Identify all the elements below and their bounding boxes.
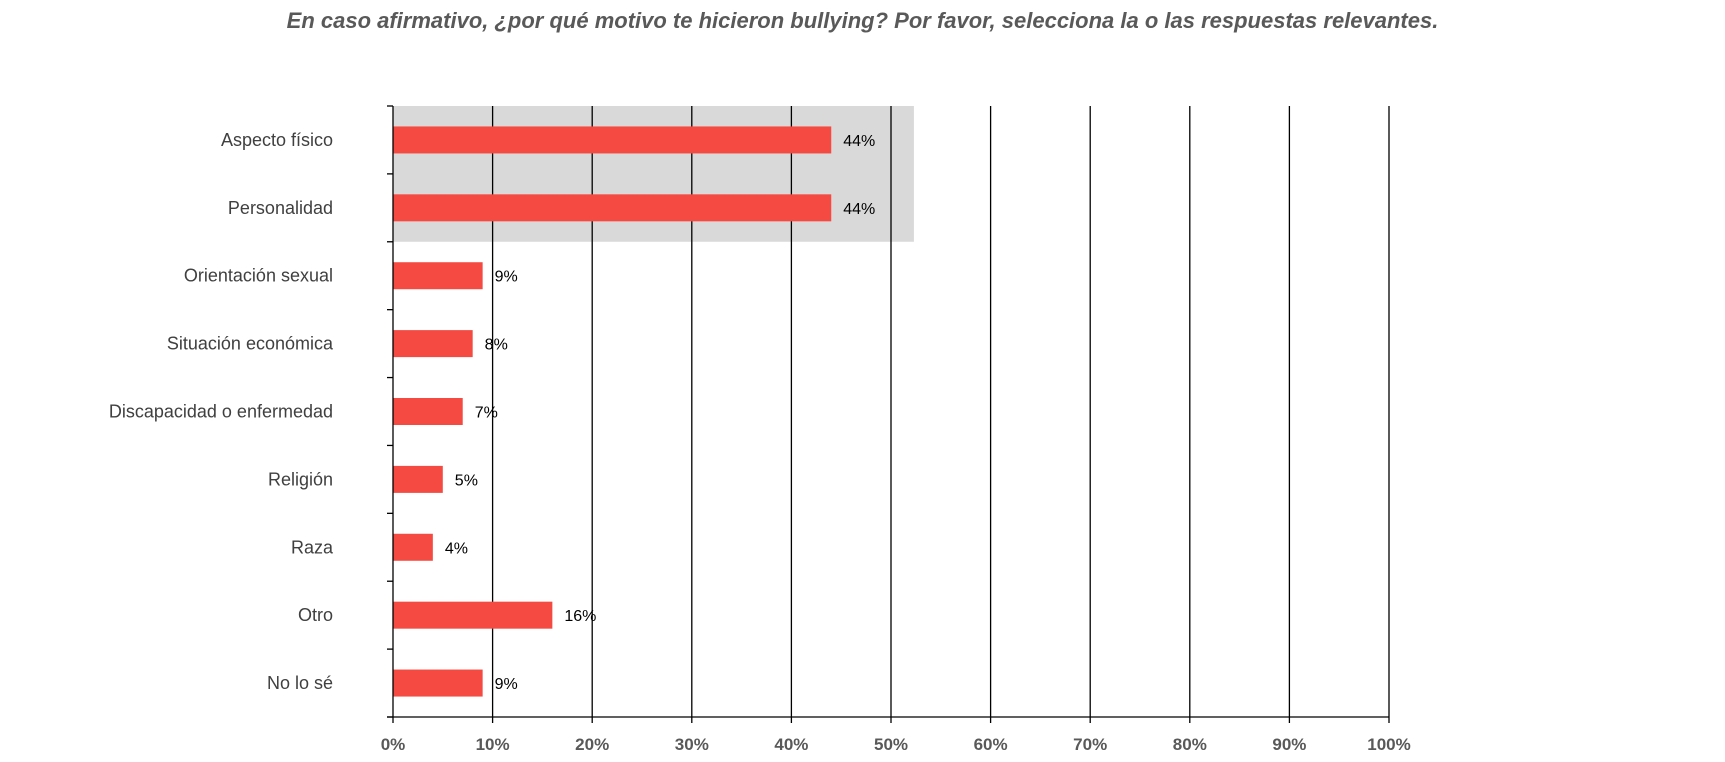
bar-orientacion-sexual (393, 262, 483, 290)
highlight-band-layer (393, 106, 914, 242)
bar-situacion-economica (393, 330, 473, 358)
bar-otro (393, 601, 553, 629)
category-label-raza: Raza (291, 537, 334, 557)
x-tick-label-50: 50% (874, 735, 908, 754)
axes (387, 105, 1390, 723)
x-tick-label-20: 20% (575, 735, 609, 754)
data-label-situacion-economica: 8% (485, 337, 508, 354)
data-label-otro: 16% (564, 608, 596, 625)
data-label-discapacidad-o-enfermedad: 7% (475, 405, 498, 422)
bar-discapacidad-o-enfermedad (393, 398, 463, 425)
x-tick-label-60: 60% (974, 735, 1008, 754)
highlight-band (393, 106, 914, 242)
x-tick-label-0: 0% (381, 735, 406, 754)
x-tick-label-10: 10% (476, 735, 510, 754)
data-label-religion: 5% (455, 472, 478, 489)
bar-religion (393, 465, 443, 493)
category-label-otro: Otro (298, 605, 333, 625)
x-tick-label-90: 90% (1272, 735, 1306, 754)
category-labels: Aspecto físico Personalidad Orientación se… (109, 130, 334, 693)
x-tick-label-40: 40% (774, 735, 808, 754)
bar-no-lo-se (393, 669, 483, 697)
x-tick-label-100: 100% (1367, 735, 1410, 754)
category-label-personalidad: Personalidad (228, 198, 333, 218)
category-label-aspecto-fisico: Aspecto físico (221, 130, 333, 150)
category-label-situacion-economica: Situación económica (167, 334, 334, 354)
data-label-aspecto-fisico: 44% (843, 133, 875, 150)
bar-raza (393, 533, 433, 561)
x-tick-labels: 0% 10% 20% 30% 40% 50% 60% 70% 80% 90% 100% (381, 735, 1411, 754)
bars (393, 126, 832, 697)
data-labels: 44% 44% 9% 8% 7% 5% 4% 16% 9% (445, 133, 875, 693)
category-label-no-lo-se: No lo sé (267, 673, 333, 693)
category-label-orientacion-sexual: Orientación sexual (184, 266, 333, 286)
x-tick-label-30: 30% (675, 735, 709, 754)
x-tick-label-80: 80% (1173, 735, 1207, 754)
category-label-discapacidad-o-enfermedad: Discapacidad o enfermedad (109, 402, 333, 422)
x-tick-label-70: 70% (1073, 735, 1107, 754)
bar-personalidad (393, 194, 832, 222)
chart-title: En caso afirmativo, ¿por qué motivo te h… (286, 8, 1439, 33)
data-label-raza: 4% (445, 540, 468, 557)
data-label-personalidad: 44% (843, 201, 875, 218)
bar-aspecto-fisico (393, 126, 832, 154)
data-label-orientacion-sexual: 9% (495, 269, 518, 286)
category-label-religion: Religión (268, 469, 333, 489)
data-label-no-lo-se: 9% (495, 676, 518, 693)
